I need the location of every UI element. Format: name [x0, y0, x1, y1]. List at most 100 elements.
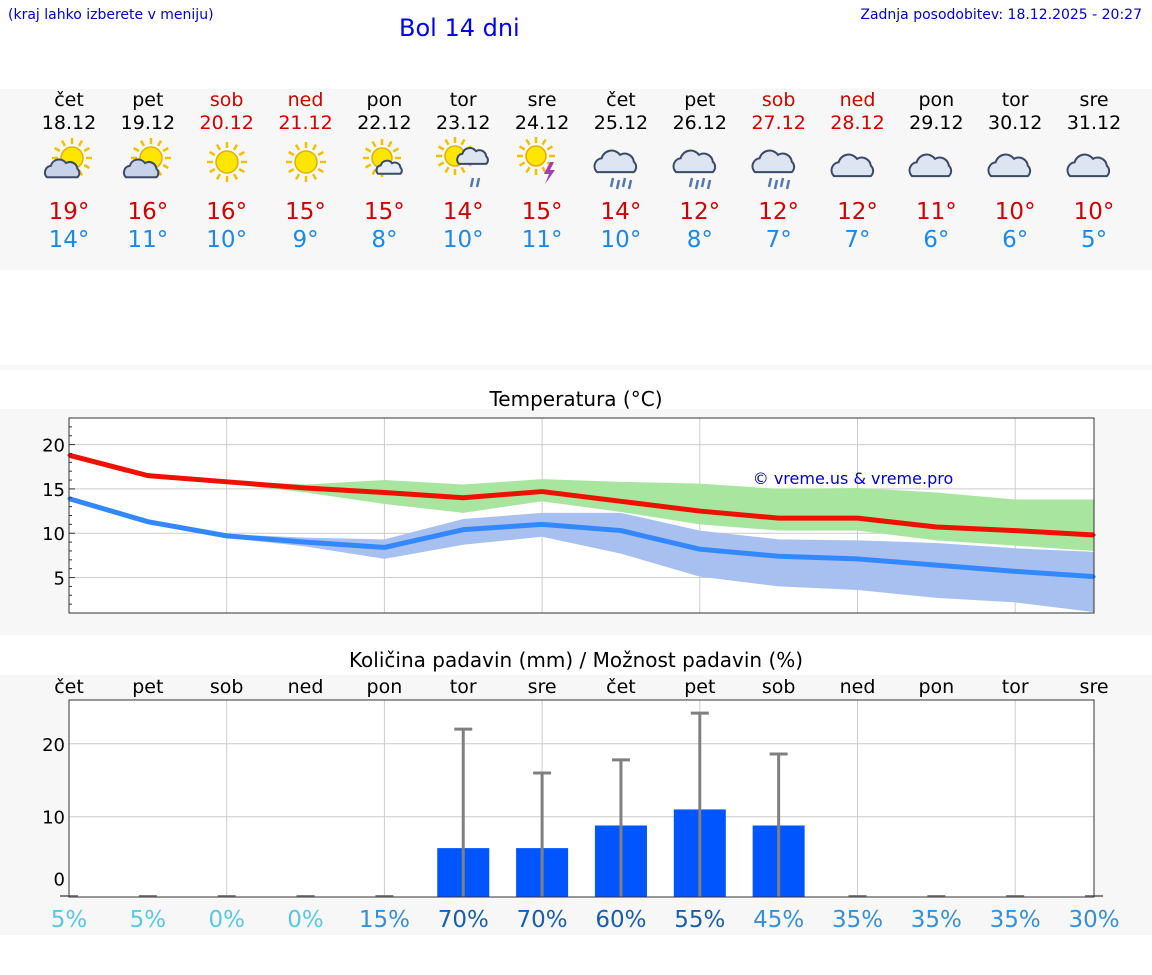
temp-min: 8° — [686, 227, 713, 253]
day-date: 28.12 — [830, 112, 885, 134]
min-point — [777, 554, 781, 558]
y-tick-label: 15 — [42, 480, 65, 501]
temp-max: 16° — [127, 199, 169, 225]
temp-max: 12° — [758, 199, 800, 225]
y-tick-label: 10 — [42, 524, 65, 545]
day-date: 20.12 — [199, 112, 254, 134]
min-point — [934, 563, 938, 567]
min-point — [146, 520, 150, 524]
max-point — [934, 525, 938, 529]
temp-min: 11° — [521, 227, 563, 253]
precipitation-probability: 55% — [674, 907, 725, 933]
precipitation-probability: 70% — [438, 907, 489, 933]
min-point — [225, 534, 229, 538]
min-point — [461, 528, 465, 532]
temp-max: 19° — [48, 199, 90, 225]
rain-cloud-icon — [670, 134, 730, 194]
min-point — [856, 557, 859, 561]
day-name: čet — [606, 89, 636, 111]
day-label: čet — [606, 676, 636, 698]
temp-min: 6° — [923, 227, 950, 253]
max-temperature-line — [68, 452, 1095, 538]
day-label: pet — [132, 676, 163, 698]
day-date: 26.12 — [672, 112, 727, 134]
sun-cloud-icon — [39, 134, 99, 194]
day-name: pon — [918, 89, 955, 111]
day-name: ned — [287, 89, 324, 111]
day-name: pet — [684, 89, 716, 111]
day-label: tor — [450, 676, 477, 698]
y-tick-label: 20 — [42, 436, 65, 457]
min-point — [1013, 569, 1017, 573]
max-point — [1013, 529, 1017, 533]
rain-cloud-icon — [749, 134, 809, 194]
precipitation-probability: 5% — [51, 907, 88, 933]
plot-area — [69, 700, 1094, 897]
precipitation-probability: 0% — [287, 907, 324, 933]
day-date: 30.12 — [987, 112, 1043, 134]
day-label: sob — [762, 676, 796, 698]
day-name: pet — [132, 89, 164, 111]
precipitation-probability: 0% — [208, 907, 245, 933]
day-date: 18.12 — [41, 112, 97, 134]
divider — [0, 365, 1152, 370]
sun-cloud-icon — [118, 134, 178, 194]
min-range-band — [69, 498, 1095, 613]
day-name: sre — [527, 89, 557, 111]
page-title: Bol 14 dni — [399, 14, 520, 42]
day-label: čet — [54, 676, 84, 698]
temp-min: 7° — [765, 227, 792, 253]
day-name: sob — [761, 89, 796, 111]
temperature-chart: 5 10 15 20 © vreme.us & vreme.pro — [42, 417, 1096, 614]
temp-max: 12° — [679, 199, 721, 225]
day-date: 19.12 — [120, 112, 176, 134]
day-name: sre — [1079, 89, 1109, 111]
day-label: sre — [528, 676, 557, 698]
precipitation-probability: 70% — [517, 907, 568, 933]
location-menu-hint[interactable]: (kraj lahko izberete v meniju) — [8, 7, 214, 23]
day-name: tor — [449, 89, 477, 111]
cloud-icon — [1064, 134, 1124, 194]
max-point — [461, 496, 465, 500]
y-tick-label: 20 — [42, 735, 65, 756]
day-name: pon — [366, 89, 403, 111]
temperature-chart-title: Temperatura (°C) — [489, 387, 663, 411]
precipitation-probability: 45% — [753, 907, 804, 933]
temp-min: 9° — [292, 227, 319, 253]
cloud-icon — [985, 134, 1045, 194]
day-label: pon — [918, 676, 954, 698]
temp-min: 5° — [1080, 227, 1108, 253]
max-point — [382, 490, 386, 494]
day-date: 27.12 — [751, 112, 806, 134]
day-name: ned — [839, 89, 876, 111]
sun-rain-icon — [433, 134, 493, 194]
precipitation-probability: 30% — [1068, 907, 1119, 933]
temp-max: 10° — [1073, 199, 1115, 225]
temp-min: 14° — [48, 227, 90, 253]
day-label: tor — [1002, 676, 1029, 698]
day-label: sre — [1080, 676, 1109, 698]
day-date: 22.12 — [357, 112, 412, 134]
precipitation-probability: 35% — [911, 907, 962, 933]
temp-max: 14° — [442, 199, 484, 225]
rain-cloud-icon — [591, 134, 651, 194]
sun-small-cloud-icon — [354, 134, 414, 194]
temp-min: 10° — [600, 227, 642, 253]
day-date: 24.12 — [514, 112, 570, 134]
day-label: pet — [684, 676, 715, 698]
temp-max: 16° — [206, 199, 248, 225]
max-point — [619, 499, 623, 503]
temp-max: 12° — [837, 199, 878, 225]
temp-max: 15° — [285, 199, 326, 225]
y-tick-label: 10 — [42, 808, 65, 829]
cloud-icon — [906, 134, 966, 194]
max-point — [146, 474, 150, 478]
temp-max: 10° — [994, 199, 1036, 225]
temp-max: 11° — [915, 199, 957, 225]
precipitation-probability: 35% — [990, 907, 1041, 933]
sun-icon — [276, 134, 336, 194]
temp-min: 10° — [442, 227, 484, 253]
y-tick-label: 0 — [54, 870, 65, 891]
day-date: 21.12 — [278, 112, 333, 134]
min-point — [619, 529, 623, 533]
